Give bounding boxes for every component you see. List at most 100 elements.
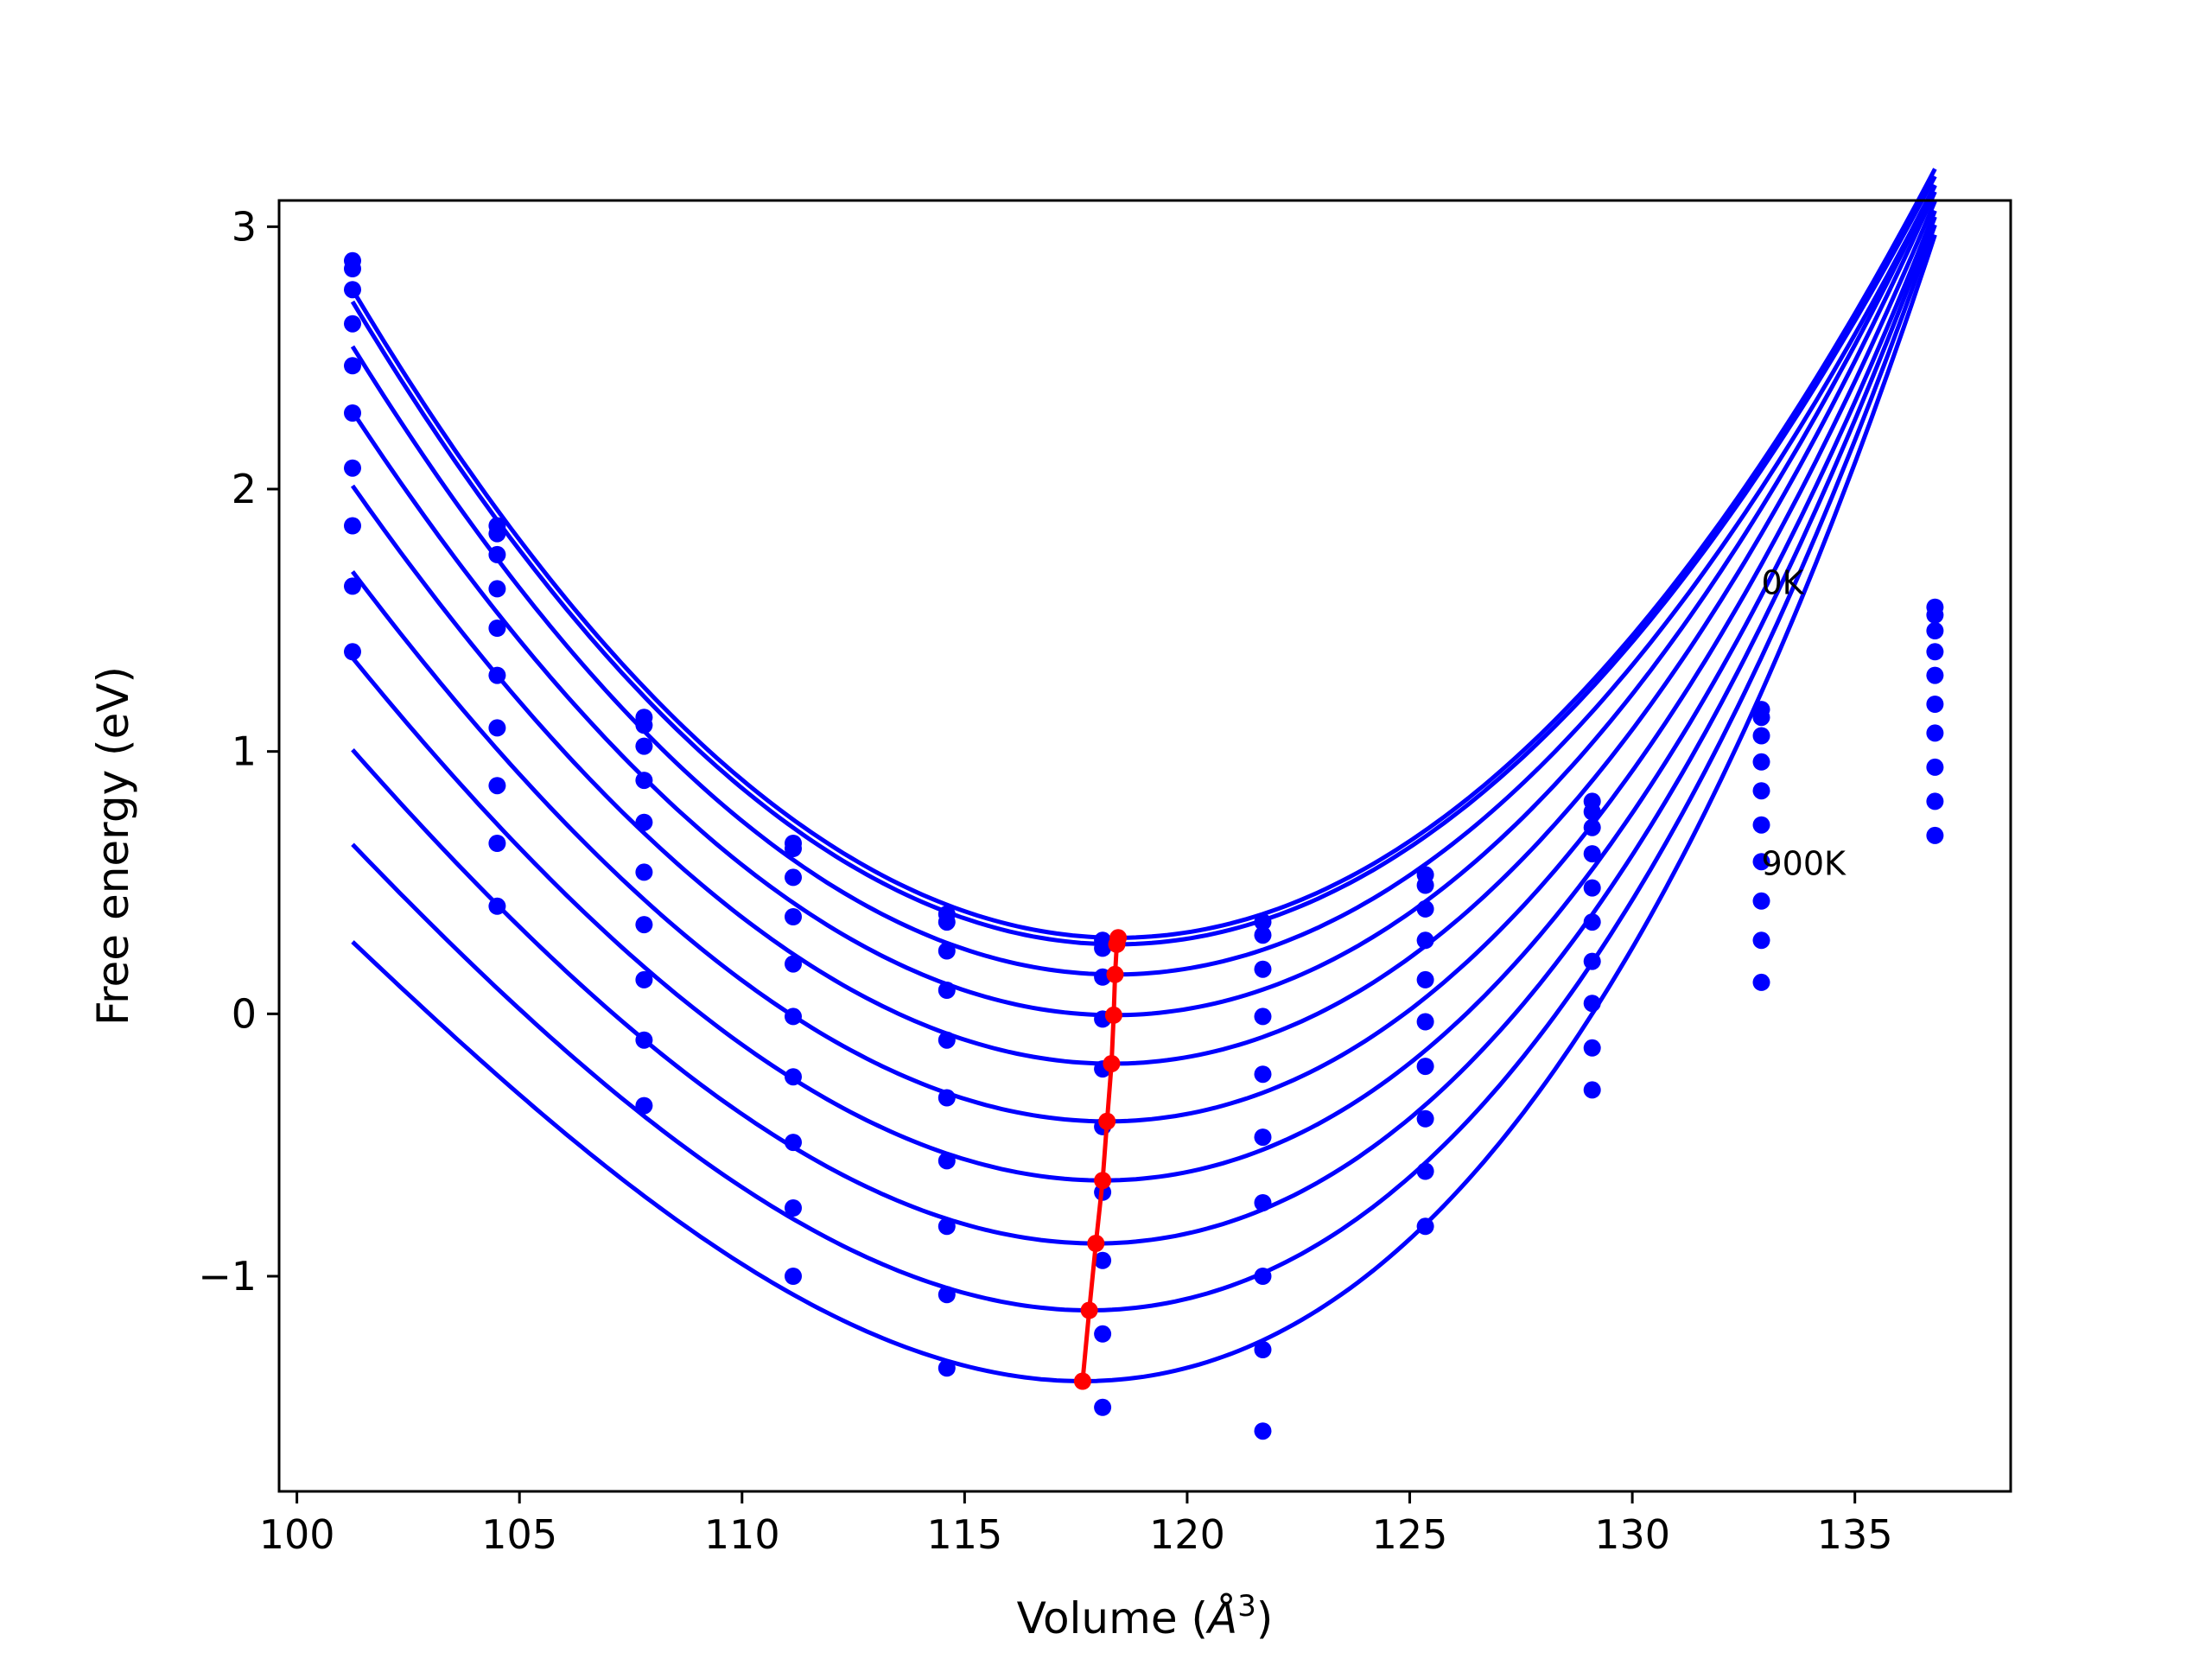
data-point-5-0 [344,404,361,422]
x-tick-label-0: 100 [259,1511,335,1558]
data-point-8-1 [488,835,506,852]
data-point-3-9 [1752,753,1770,771]
y-tick-label-1: 0 [232,990,257,1037]
minimum-point-3 [1104,1006,1122,1024]
x-tick-label-7: 135 [1817,1511,1893,1558]
data-point-5-1 [488,666,506,684]
data-point-2-8 [1583,818,1601,836]
data-point-9-5 [1094,1398,1112,1416]
fit-curve-5 [351,200,1937,1124]
data-point-1-5 [1094,939,1112,957]
data-point-6-2 [635,916,653,934]
data-point-2-0 [344,281,361,299]
data-point-6-10 [1926,724,1944,742]
data-point-9-8 [1583,1081,1601,1099]
data-point-2-1 [488,545,506,563]
annotation-label-0: 0K [1762,563,1805,601]
data-point-7-6 [1254,1268,1272,1285]
data-point-2-6 [1254,960,1272,978]
data-point-2-7 [1416,899,1434,918]
data-point-6-3 [785,1068,802,1086]
data-point-8-7 [1416,1162,1434,1180]
data-point-9-4 [938,1359,956,1377]
data-point-3-1 [488,580,506,598]
data-point-5-9 [1752,816,1770,834]
fit-curve-0 [350,168,1937,940]
data-point-5-6 [1254,1128,1272,1147]
minimum-point-7 [1087,1235,1105,1252]
data-point-1-0 [344,260,361,277]
minimum-path-line [1080,937,1121,1382]
data-point-8-0 [344,577,361,595]
data-point-4-8 [1583,879,1601,897]
data-point-9-6 [1254,1422,1272,1440]
data-point-8-10 [1926,792,1944,810]
data-point-1-6 [1254,926,1272,944]
data-point-8-3 [785,1199,802,1217]
data-point-1-4 [938,913,956,931]
data-point-1-10 [1926,606,1944,624]
minimum-point-6 [1094,1172,1112,1190]
data-point-9-0 [344,643,361,661]
x-tick-label-3: 115 [926,1511,1002,1558]
data-point-2-2 [635,737,653,755]
x-axis: 100 105 110 115 120 125 130 135 [259,1491,1893,1558]
x-tick-label-5: 125 [1372,1511,1448,1558]
fit-curve-4 [350,190,1937,1066]
data-point-6-7 [1416,1058,1434,1076]
data-point-2-4 [938,942,956,960]
data-point-3-6 [1254,1007,1272,1026]
data-point-9-2 [635,1096,653,1115]
data-point-7-3 [785,1134,802,1152]
data-point-7-5 [1094,1251,1112,1269]
data-point-8-2 [635,1031,653,1049]
data-point-3-2 [635,772,653,790]
data-point-9-7 [1416,1217,1434,1236]
y-tick-label-0: −1 [198,1253,257,1300]
data-point-4-4 [938,1031,956,1049]
data-point-2-9 [1752,727,1770,745]
data-point-8-4 [938,1286,956,1304]
data-point-4-1 [488,620,506,637]
data-point-9-9 [1752,973,1770,991]
data-point-5-2 [635,863,653,881]
data-point-6-0 [344,459,361,477]
data-point-1-7 [1416,876,1434,894]
plot-area [344,168,1944,1440]
data-point-1-8 [1583,803,1601,821]
data-point-7-1 [488,777,506,795]
data-point-4-0 [344,357,361,375]
data-point-8-8 [1583,1039,1601,1057]
data-point-7-4 [938,1217,956,1236]
y-tick-label-3: 2 [232,466,257,512]
data-point-7-9 [1752,892,1770,910]
data-point-5-7 [1416,1013,1434,1031]
annotation-label-1: 900K [1762,844,1847,882]
data-point-4-6 [1254,1065,1272,1084]
x-tick-label-4: 120 [1149,1511,1225,1558]
x-axis-title: Volume (Å3) [1017,1589,1274,1643]
data-point-2-3 [785,868,802,887]
data-point-0-6 [1254,913,1272,931]
data-point-9-1 [488,897,506,915]
data-point-1-1 [488,524,506,543]
data-point-9-10 [1926,826,1944,844]
data-point-7-2 [635,970,653,988]
data-point-4-3 [785,955,802,973]
data-point-4-7 [1416,970,1434,988]
y-tick-label-2: 1 [232,728,257,775]
data-point-6-4 [938,1152,956,1170]
fit-curve-7 [351,216,1937,1246]
data-point-1-2 [635,716,653,734]
data-point-3-0 [344,315,361,333]
data-point-7-10 [1926,758,1944,776]
fit-curve-8 [351,224,1937,1313]
data-point-3-3 [785,908,802,925]
y-axis-title: Free energy (eV) [88,666,138,1026]
data-point-5-3 [785,1007,802,1026]
y-tick-label-4: 3 [232,203,257,250]
data-point-6-8 [1583,952,1601,970]
y-axis: −1 0 1 2 3 [198,203,279,1300]
fit-curve-9 [351,233,1937,1384]
